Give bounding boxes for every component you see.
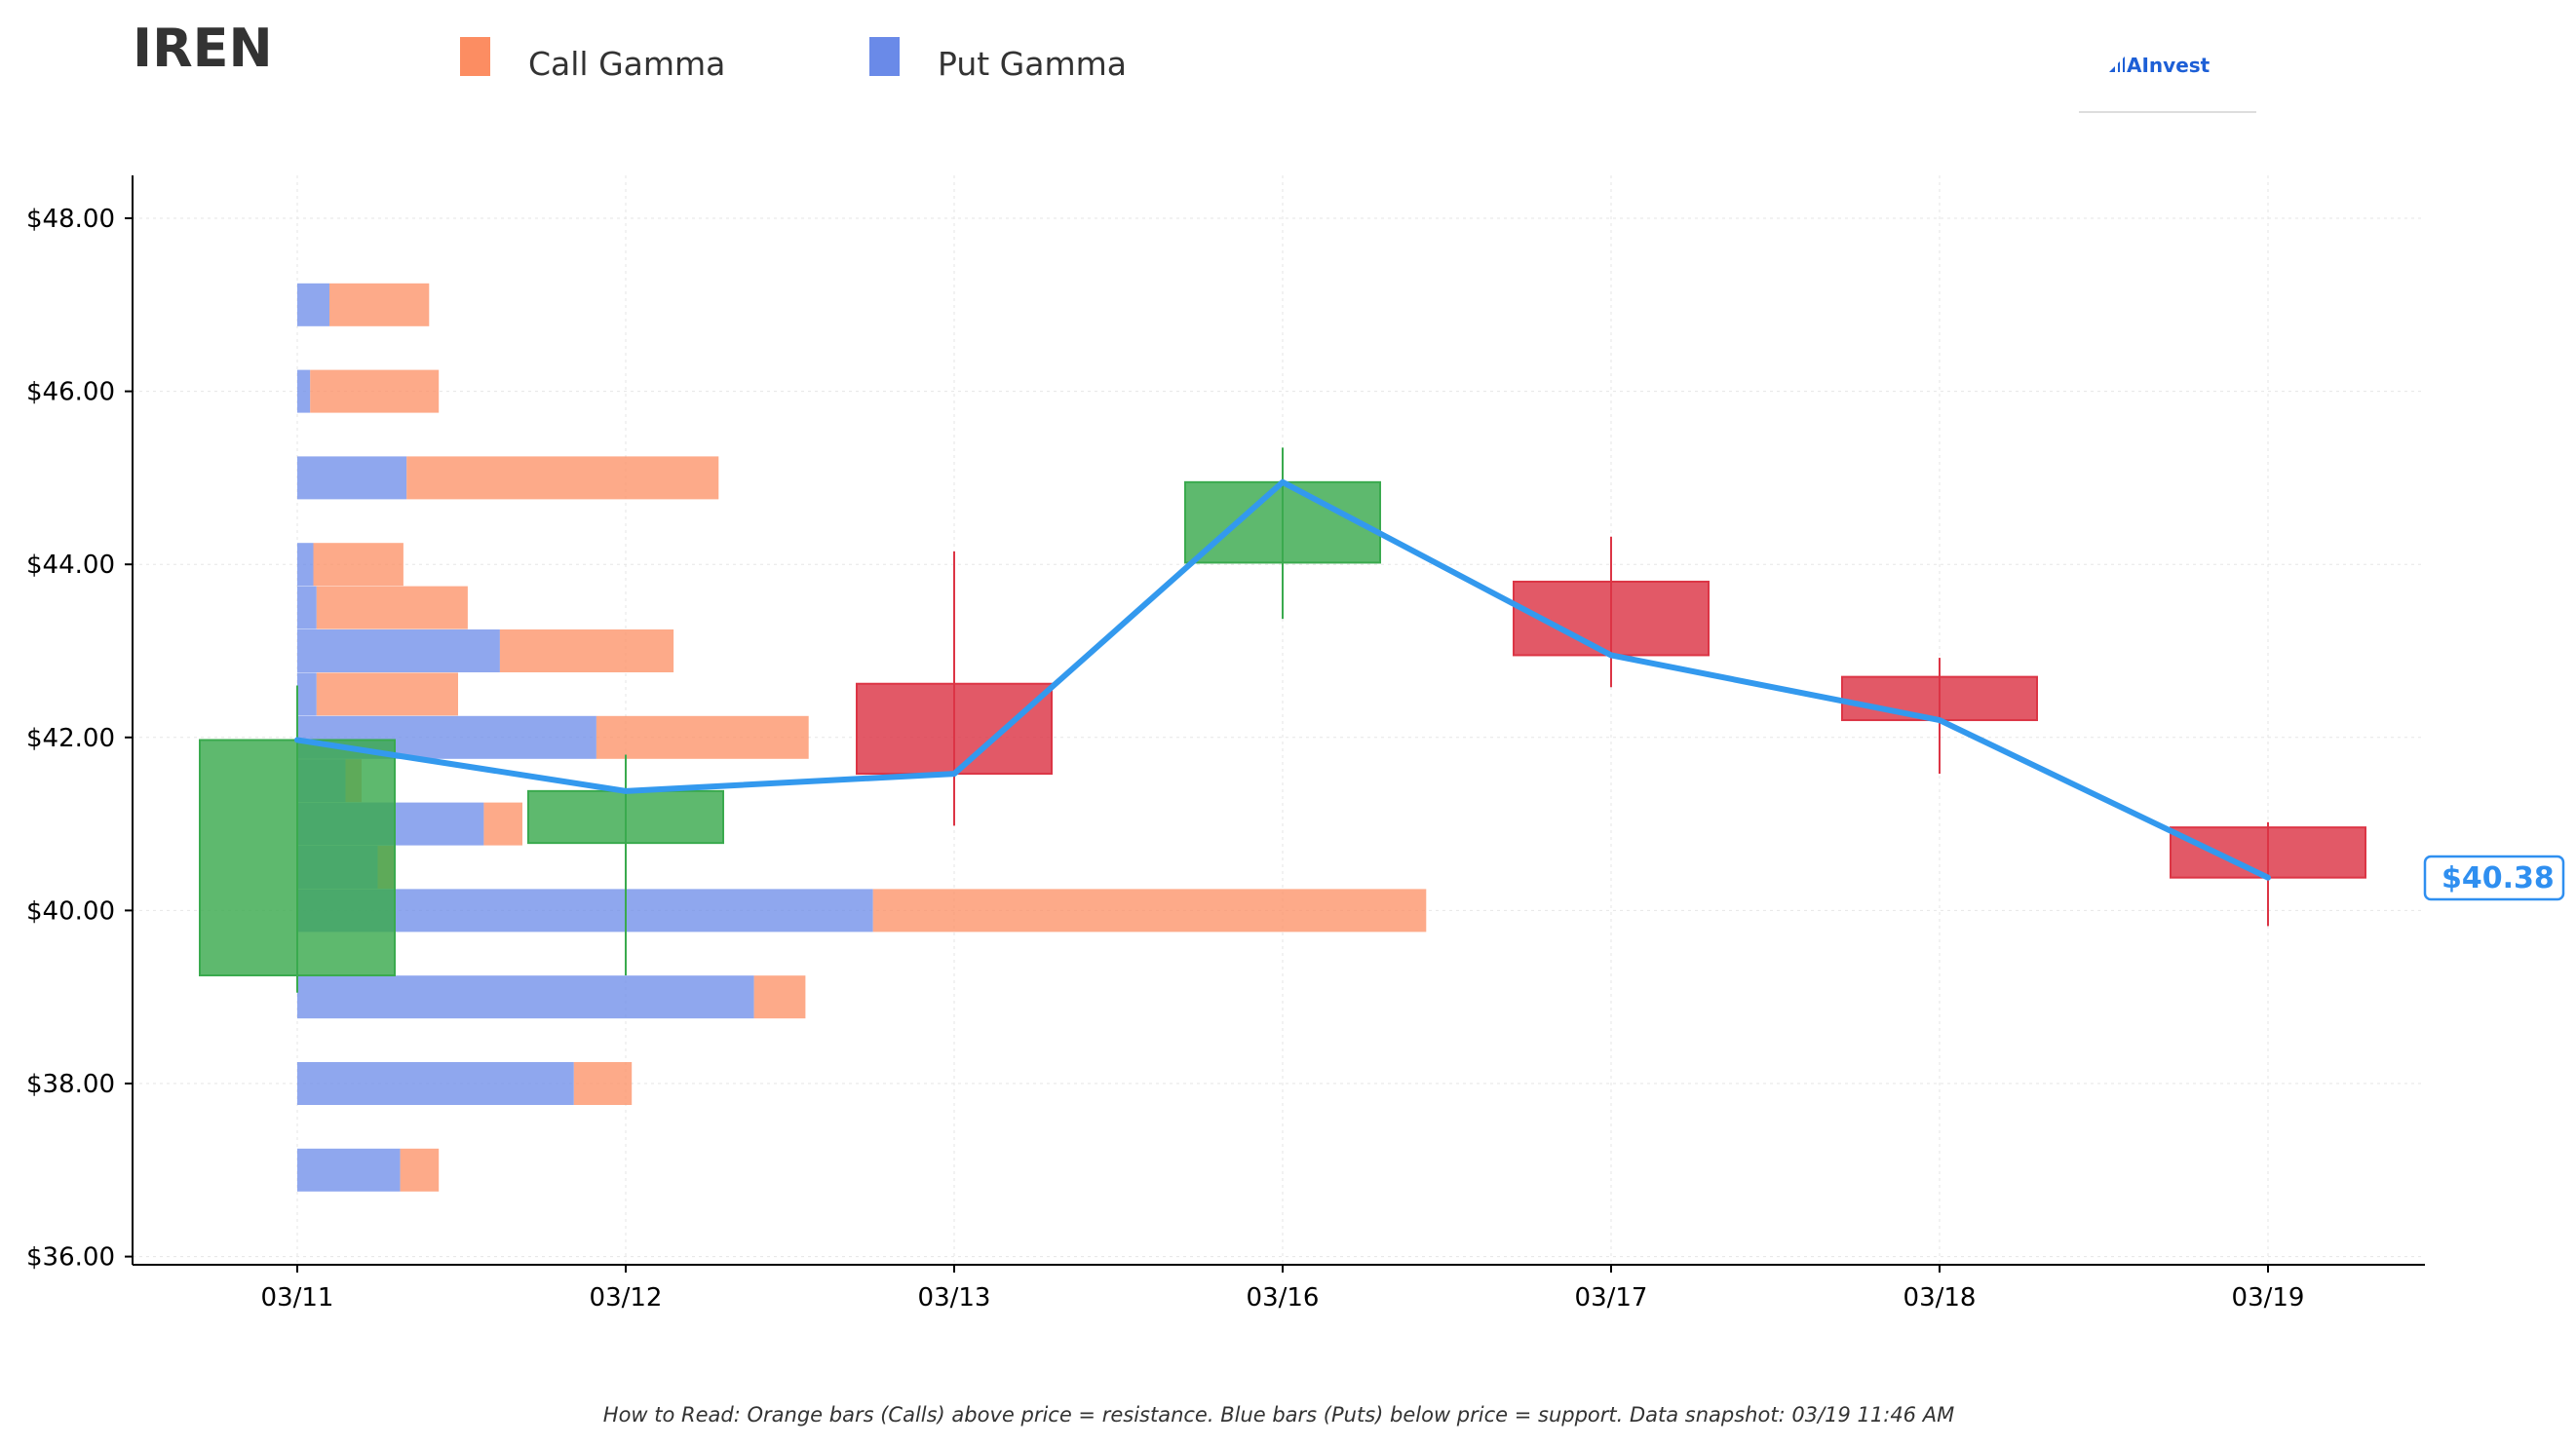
y-tick-label: $48.00 xyxy=(26,205,115,234)
call-gamma-bar xyxy=(313,543,404,587)
candle-body xyxy=(1841,675,2038,722)
call-gamma-bar xyxy=(310,369,440,413)
ainvest-logo-icon xyxy=(2109,57,2125,72)
put-gamma-bar xyxy=(297,672,317,716)
put-gamma-bar xyxy=(297,1062,574,1105)
logo-text: AInvest xyxy=(2127,54,2211,77)
put-gamma-bar xyxy=(297,629,500,672)
current-price-badge: $40.38 xyxy=(2423,855,2565,901)
candle-body xyxy=(2170,826,2366,879)
put-gamma-bar xyxy=(297,586,317,629)
ainvest-logo: AInvest xyxy=(2079,54,2256,113)
footnote: How to Read: Orange bars (Calls) above p… xyxy=(603,1403,1954,1427)
call-gamma-legend-label: Call Gamma xyxy=(528,45,725,83)
axes: $36.00 $38.00 $40.00 $42.00 $44.00 $46.00 $48.… xyxy=(26,175,2425,1313)
call-gamma-swatch xyxy=(460,37,490,76)
put-gamma-swatch xyxy=(869,37,900,76)
x-tick-label: 03/13 xyxy=(918,1283,991,1313)
call-gamma-bar xyxy=(596,715,809,759)
y-tick-label: $44.00 xyxy=(26,551,115,580)
x-tick-label: 03/18 xyxy=(1903,1283,1977,1313)
call-gamma-bar xyxy=(483,802,522,846)
y-tick-label: $38.00 xyxy=(26,1070,115,1099)
call-gamma-bar xyxy=(406,456,719,500)
put-gamma-legend-label: Put Gamma xyxy=(938,45,1127,83)
x-tick-label: 03/11 xyxy=(261,1283,334,1313)
close-price-line xyxy=(294,478,2271,881)
put-gamma-bar xyxy=(297,975,754,1019)
x-tick-label: 03/12 xyxy=(590,1283,663,1313)
legend: Call Gamma Put Gamma xyxy=(460,37,1127,83)
x-tick-label: 03/16 xyxy=(1247,1283,1320,1313)
candle-body xyxy=(527,789,724,845)
put-gamma-bar xyxy=(297,1148,401,1192)
call-gamma-bar xyxy=(400,1148,440,1192)
x-tick-label: 03/17 xyxy=(1575,1283,1648,1313)
candle-body xyxy=(199,739,396,976)
close-line xyxy=(294,478,2271,881)
call-gamma-bar xyxy=(573,1062,633,1105)
y-tick-label: $46.00 xyxy=(26,378,115,407)
call-gamma-bar xyxy=(329,283,430,326)
call-gamma-bar xyxy=(872,889,1427,932)
y-tick-label: $42.00 xyxy=(26,724,115,753)
put-gamma-bar xyxy=(297,543,314,587)
y-tick-label: $40.00 xyxy=(26,896,115,926)
candle-body xyxy=(1513,580,1710,657)
ticker-title: IREN xyxy=(133,18,273,79)
y-tick-label: $36.00 xyxy=(26,1243,115,1273)
call-gamma-bar xyxy=(316,586,468,629)
candle-body xyxy=(856,682,1053,776)
put-gamma-bar xyxy=(297,456,407,500)
call-gamma-bar xyxy=(753,975,806,1019)
put-gamma-bar xyxy=(297,369,311,413)
x-tick-label: 03/19 xyxy=(2232,1283,2305,1313)
put-gamma-bar xyxy=(297,283,329,326)
call-gamma-bar xyxy=(316,672,458,716)
call-gamma-bar xyxy=(499,629,674,672)
current-price-label: $40.38 xyxy=(2441,861,2555,895)
candle-body xyxy=(1184,480,1381,564)
current-price-box xyxy=(2423,855,2565,901)
candlesticks xyxy=(199,447,2366,993)
